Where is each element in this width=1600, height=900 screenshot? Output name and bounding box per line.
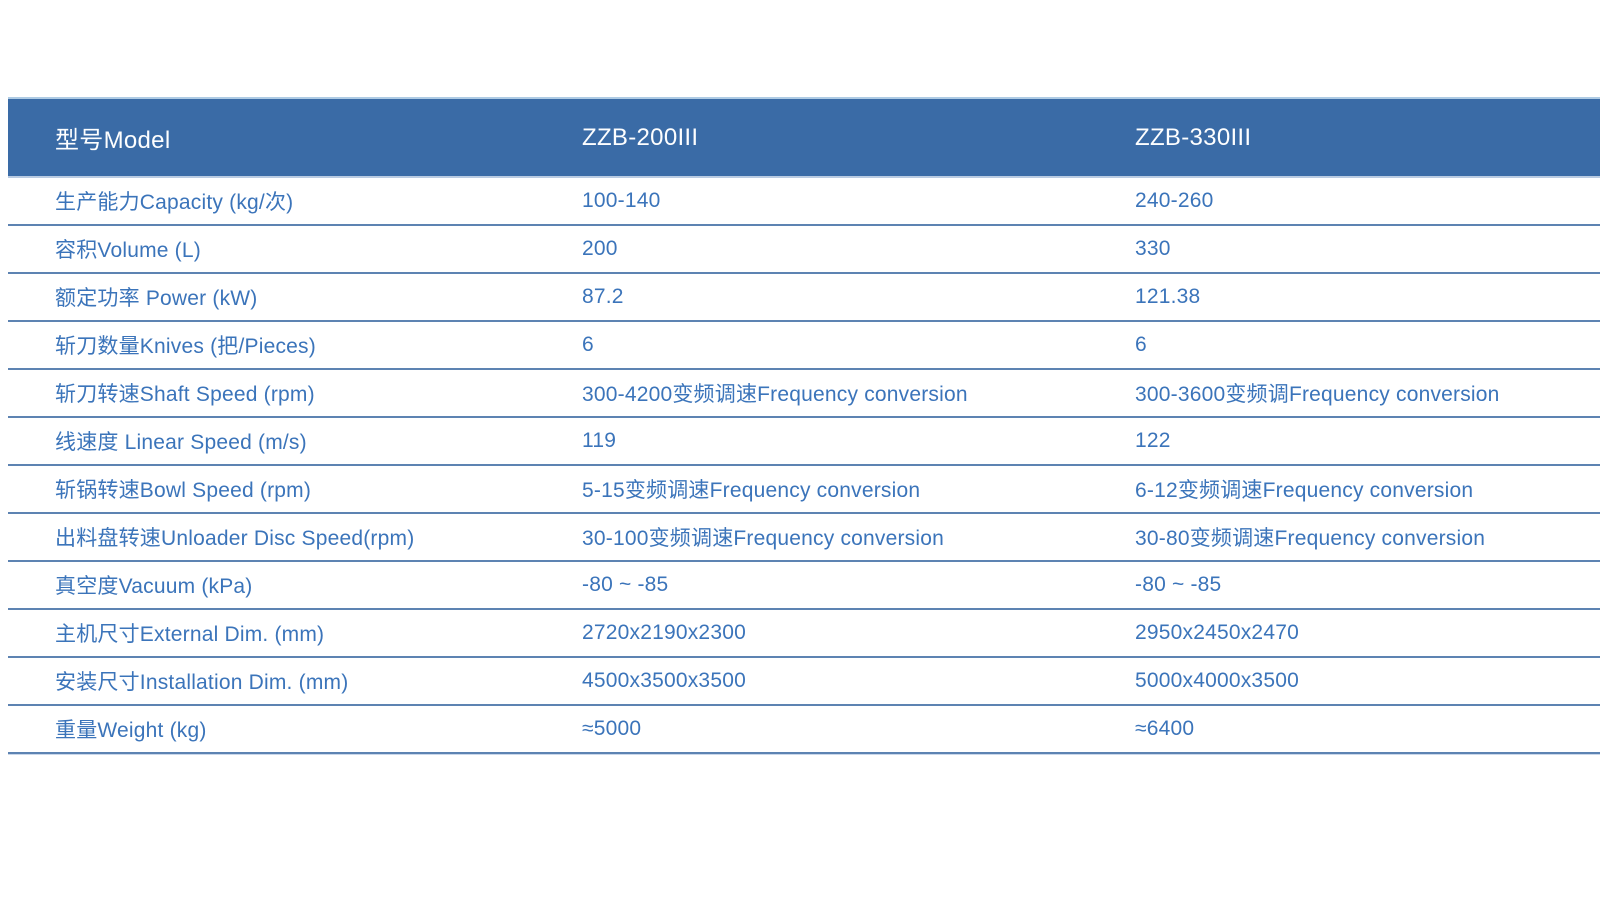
row-value-zzb200: 100-140 (582, 189, 661, 212)
table-row-bowl-speed: 斩锅转速Bowl Speed (rpm) 5-15变频调速Frequency c… (8, 466, 1600, 514)
row-value-zzb330: 5000x4000x3500 (1135, 669, 1299, 692)
header-model-label: 型号Model (55, 127, 171, 154)
row-value-zzb330: 30-80变频调速Frequency conversion (1135, 527, 1486, 550)
row-value-zzb200: 30-100变频调速Frequency conversion (582, 527, 944, 550)
row-label: 容积Volume (L) (55, 239, 201, 262)
row-value-zzb200: 6 (582, 333, 594, 356)
table-row-installation-dim: 安装尺寸Installation Dim. (mm) 4500x3500x350… (8, 658, 1600, 706)
row-value-zzb200: 300-4200变频调速Frequency conversion (582, 383, 968, 406)
row-value-zzb200: 200 (582, 237, 618, 260)
row-value-zzb200: 4500x3500x3500 (582, 669, 746, 692)
row-label: 生产能力Capacity (kg/次) (55, 191, 294, 214)
row-value-zzb330: 2950x2450x2470 (1135, 621, 1299, 644)
row-value-zzb330: ≈6400 (1135, 717, 1195, 740)
row-value-zzb200: -80 ~ -85 (582, 573, 669, 596)
table-row-weight: 重量Weight (kg) ≈5000 ≈6400 (8, 706, 1600, 754)
row-value-zzb330: 300-3600变频调Frequency conversion (1135, 383, 1500, 406)
table-row-power: 额定功率 Power (kW) 87.2 121.38 (8, 274, 1600, 322)
row-value-zzb330: 122 (1135, 429, 1171, 452)
table-header-row: 型号Model ZZB-200III ZZB-330III (8, 97, 1600, 178)
table-row-vacuum: 真空度Vacuum (kPa) -80 ~ -85 -80 ~ -85 (8, 562, 1600, 610)
row-value-zzb200: 119 (582, 429, 617, 452)
table-row-capacity: 生产能力Capacity (kg/次) 100-140 240-260 (8, 178, 1600, 226)
header-model-zzb330: ZZB-330III (1135, 123, 1252, 151)
row-label: 线速度 Linear Speed (m/s) (55, 431, 307, 454)
row-label: 出料盘转速Unloader Disc Speed(rpm) (55, 527, 415, 550)
table-row-external-dim: 主机尺寸External Dim. (mm) 2720x2190x2300 29… (8, 610, 1600, 658)
row-label: 主机尺寸External Dim. (mm) (55, 623, 325, 646)
row-value-zzb330: 240-260 (1135, 189, 1214, 212)
row-value-zzb200: 5-15变频调速Frequency conversion (582, 479, 921, 502)
table-row-unloader-disc-speed: 出料盘转速Unloader Disc Speed(rpm) 30-100变频调速… (8, 514, 1600, 562)
row-label: 斩刀转速Shaft Speed (rpm) (55, 383, 315, 406)
row-value-zzb330: 6-12变频调速Frequency conversion (1135, 479, 1474, 502)
row-value-zzb200: ≈5000 (582, 717, 642, 740)
table-row-volume: 容积Volume (L) 200 330 (8, 226, 1600, 274)
row-value-zzb330: 121.38 (1135, 285, 1201, 308)
row-value-zzb330: 330 (1135, 237, 1171, 260)
spec-table: 型号Model ZZB-200III ZZB-330III 生产能力Capaci… (8, 97, 1600, 754)
row-value-zzb200: 2720x2190x2300 (582, 621, 746, 644)
table-row-knives: 斩刀数量Knives (把/Pieces) 6 6 (8, 322, 1600, 370)
row-label: 斩锅转速Bowl Speed (rpm) (55, 479, 312, 502)
row-label: 重量Weight (kg) (55, 719, 207, 742)
row-label: 额定功率 Power (kW) (55, 287, 258, 310)
row-value-zzb200: 87.2 (582, 285, 624, 308)
table-row-linear-speed: 线速度 Linear Speed (m/s) 119 122 (8, 418, 1600, 466)
row-value-zzb330: 6 (1135, 333, 1147, 356)
header-model-zzb200: ZZB-200III (582, 123, 699, 151)
row-label: 斩刀数量Knives (把/Pieces) (55, 335, 316, 358)
row-label: 真空度Vacuum (kPa) (55, 575, 253, 598)
row-value-zzb330: -80 ~ -85 (1135, 573, 1222, 596)
row-label: 安装尺寸Installation Dim. (mm) (55, 671, 349, 694)
table-row-shaft-speed: 斩刀转速Shaft Speed (rpm) 300-4200变频调速Freque… (8, 370, 1600, 418)
